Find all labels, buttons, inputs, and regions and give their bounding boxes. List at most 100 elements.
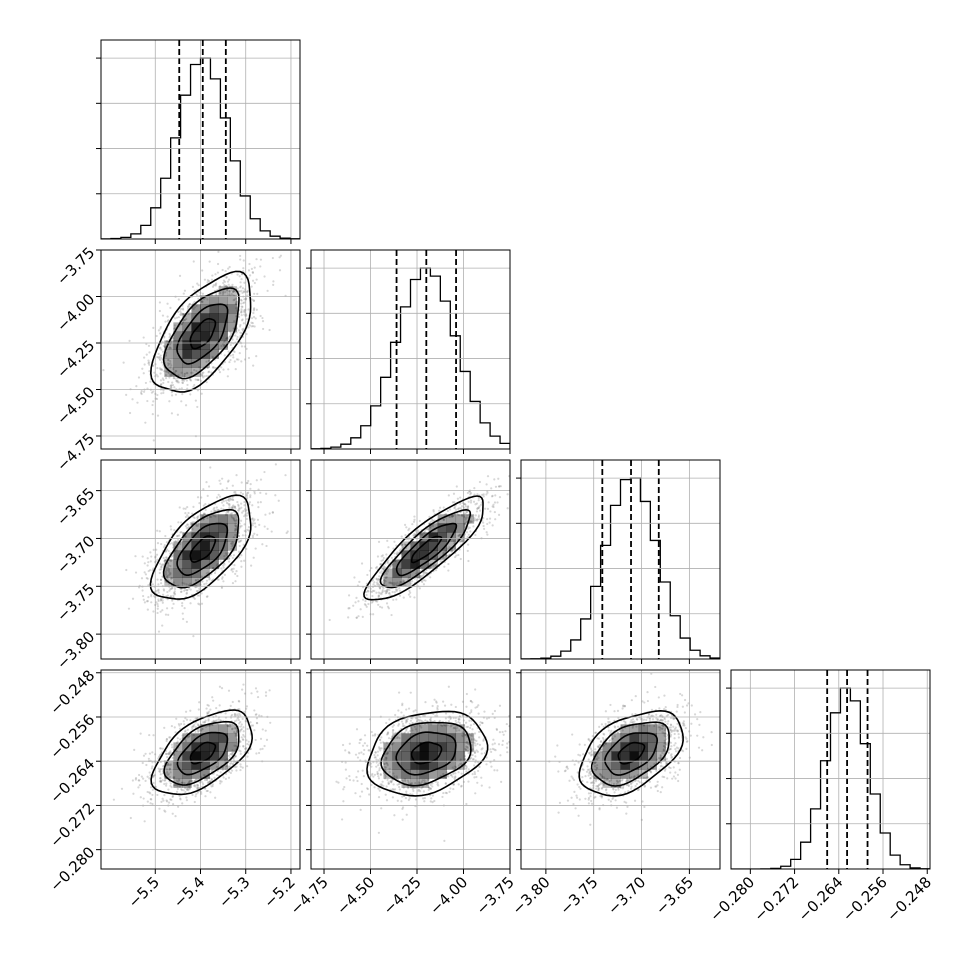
sample-point <box>601 775 604 779</box>
sample-point <box>385 757 388 760</box>
sample-point <box>444 550 447 553</box>
sample-point <box>473 764 476 767</box>
sample-point <box>473 770 476 774</box>
density-cell <box>647 760 657 770</box>
panel-content <box>731 670 930 869</box>
sample-point <box>385 752 388 756</box>
sample-point <box>469 700 473 703</box>
sample-point <box>203 278 207 281</box>
sample-point <box>181 307 185 310</box>
density-cell <box>428 733 438 743</box>
sample-point <box>146 399 149 403</box>
x-tick-label-1-0: −4.75 <box>287 873 332 918</box>
sample-point <box>224 284 227 288</box>
sample-point <box>357 770 360 773</box>
sample-point <box>253 307 256 310</box>
sample-point <box>269 721 272 724</box>
sample-point <box>197 708 200 711</box>
sample-point <box>462 502 466 505</box>
sample-point <box>158 571 161 575</box>
sample-point <box>166 362 170 365</box>
x-tick-label-3-0: −0.280 <box>706 873 758 925</box>
sample-point <box>378 789 381 792</box>
sample-point <box>170 373 173 377</box>
sample-point <box>373 786 376 789</box>
density-cell <box>392 742 402 752</box>
sample-point <box>625 784 628 787</box>
sample-point <box>436 781 439 784</box>
sample-point <box>655 717 658 720</box>
sample-point <box>654 785 657 788</box>
sample-point <box>379 757 382 760</box>
sample-point <box>278 269 282 272</box>
sample-point <box>565 765 569 768</box>
sample-point <box>176 379 179 382</box>
sample-point <box>144 752 147 755</box>
sample-point <box>186 372 189 375</box>
sample-point <box>583 743 586 747</box>
sample-point <box>612 787 615 790</box>
density-cell <box>182 367 192 377</box>
sample-point <box>368 749 371 752</box>
sample-point <box>170 384 173 387</box>
sample-point <box>368 569 371 572</box>
sample-point <box>422 572 425 576</box>
sample-point <box>621 787 625 790</box>
sample-point <box>227 283 230 286</box>
sample-point <box>642 718 646 721</box>
sample-point <box>420 787 423 790</box>
sample-point <box>377 578 381 581</box>
sample-point <box>393 552 396 555</box>
sample-point <box>496 769 499 772</box>
sample-point <box>252 315 256 319</box>
sample-point <box>422 574 425 577</box>
sample-point <box>165 784 168 787</box>
density-cell <box>392 559 402 569</box>
sample-point <box>186 787 189 790</box>
sample-point <box>448 545 451 549</box>
sample-point <box>181 612 184 615</box>
sample-point <box>487 501 490 504</box>
sample-point <box>234 490 237 494</box>
sample-point <box>621 779 624 782</box>
sample-point <box>500 780 503 783</box>
sample-point <box>173 592 176 595</box>
sample-point <box>239 281 242 284</box>
sample-point <box>370 765 373 768</box>
sample-point <box>226 375 229 378</box>
sample-point <box>413 596 416 599</box>
sample-point <box>167 613 170 616</box>
sample-point <box>391 788 394 791</box>
sample-point <box>376 754 379 757</box>
sample-point <box>150 391 154 394</box>
sample-point <box>166 566 169 569</box>
sample-point <box>196 784 199 787</box>
sample-point <box>220 586 224 590</box>
sample-point <box>169 764 172 767</box>
sample-point <box>198 603 201 606</box>
sample-point <box>253 281 256 285</box>
sample-point <box>170 364 173 367</box>
sample-point <box>184 790 187 794</box>
sample-point <box>157 591 160 594</box>
sample-point <box>572 778 576 782</box>
sample-point <box>172 581 175 584</box>
panel-frame <box>310 669 511 870</box>
sample-point <box>183 782 186 785</box>
sample-point <box>668 766 671 769</box>
sample-point <box>212 719 215 722</box>
sample-point <box>608 779 611 783</box>
sample-point <box>247 269 251 272</box>
sample-point <box>667 720 670 723</box>
density-cell <box>428 550 438 560</box>
sample-point <box>589 777 592 780</box>
sample-point <box>685 747 688 751</box>
density-cell <box>620 733 630 743</box>
sample-point <box>222 368 225 371</box>
sample-point <box>374 566 378 570</box>
sample-point <box>588 739 592 742</box>
density-cell <box>209 751 219 761</box>
sample-point <box>498 496 502 499</box>
sample-point <box>474 514 477 517</box>
sample-point <box>386 560 389 564</box>
